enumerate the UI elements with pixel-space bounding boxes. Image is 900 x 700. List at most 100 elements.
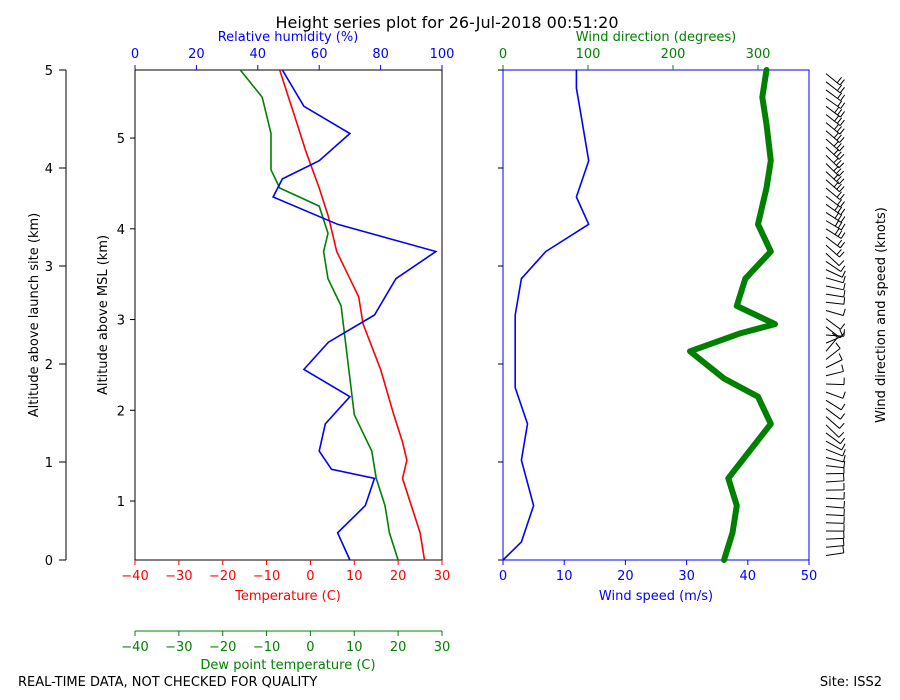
msl-tick-label: 3 <box>117 314 125 329</box>
rh-axis-label: Relative humidity (%) <box>218 30 359 45</box>
dewpoint-tick-label: −20 <box>209 640 236 655</box>
temp-tick-label: 0 <box>306 569 314 584</box>
wind-barb <box>825 440 846 451</box>
wind-direction-axis-label: Wind direction (degrees) <box>576 30 736 45</box>
wind-barb <box>825 416 845 429</box>
dewpoint-tick-label: 20 <box>390 640 407 655</box>
wind-barb <box>825 326 845 339</box>
dewpoint-axis-label: Dew point temperature (C) <box>200 658 375 673</box>
launch-tick-label: 2 <box>45 358 53 373</box>
wind-barb <box>825 275 846 284</box>
wind-speed-line <box>502 69 590 561</box>
wind-barb <box>825 154 845 169</box>
temp-tick-label: 30 <box>434 569 451 584</box>
wind-barb <box>825 187 845 200</box>
dewpoint-line <box>239 69 399 561</box>
wind-barb <box>825 482 845 491</box>
wind-barb <box>825 228 846 239</box>
wind-barb <box>825 492 845 500</box>
speed-tick-label: 10 <box>556 569 573 584</box>
rh-tick-label: 40 <box>250 47 267 62</box>
wind-barb <box>825 97 846 109</box>
wind-direction-line <box>687 67 778 563</box>
msl-tick-label: 1 <box>117 495 125 510</box>
dewpoint-tick-label: 0 <box>306 640 314 655</box>
wind-barb <box>825 516 845 524</box>
launch-tick-label: 5 <box>45 64 53 79</box>
dir-tick-label: 300 <box>746 47 771 62</box>
launch-tick-label: 4 <box>45 162 53 177</box>
wind-barb <box>825 261 846 272</box>
wind-barb <box>825 130 845 143</box>
rh-line <box>271 69 438 561</box>
wind-panel: 0 10 20 30 40 50 0 100 200 300 Wind direction (de… <box>498 30 889 604</box>
dir-tick-label: 200 <box>661 47 686 62</box>
wind-speed-axis-label: Wind speed (m/s) <box>599 589 713 604</box>
rh-tick-label: 60 <box>311 47 328 62</box>
wind-barb <box>825 236 845 249</box>
wind-barb <box>825 531 845 540</box>
barb-axis-label: Wind direction and speed (knots) <box>874 207 889 423</box>
dewpoint-tick-label: −40 <box>121 640 148 655</box>
wind-barb <box>825 290 846 298</box>
thermo-plot-frame <box>134 69 443 561</box>
dewpoint-tick-label: 10 <box>346 640 363 655</box>
wind-barb <box>825 391 846 399</box>
wind-barb <box>825 524 845 532</box>
wind-barb <box>825 364 844 377</box>
dir-tick-label: 0 <box>499 47 507 62</box>
wind-barb <box>825 424 845 438</box>
msl-tick-label: 2 <box>117 404 125 419</box>
temp-tick-label: −10 <box>253 569 280 584</box>
wind-barb <box>825 212 846 223</box>
speed-tick-label: 30 <box>678 569 695 584</box>
wind-barb <box>825 473 845 483</box>
wind-barb <box>825 252 845 266</box>
rh-tick-label: 0 <box>131 47 139 62</box>
launch-tick-label: 1 <box>45 456 53 471</box>
msl-altitude-label: Altitude above MSL (km) <box>96 235 111 395</box>
dir-tick-label: 100 <box>576 47 601 62</box>
wind-barb <box>825 448 846 457</box>
wind-barb <box>825 377 845 386</box>
wind-barb <box>825 122 845 135</box>
wind-barb <box>825 353 843 369</box>
speed-tick-label: 40 <box>740 569 757 584</box>
wind-barb <box>825 399 846 411</box>
wind-barb <box>825 297 846 305</box>
wind-barb <box>825 269 846 278</box>
wind-barb <box>825 508 845 517</box>
wind-barb <box>825 203 846 216</box>
wind-barb <box>825 408 846 420</box>
wind-barb <box>825 318 846 330</box>
speed-tick-label: 20 <box>617 569 634 584</box>
wind-barb <box>825 138 845 152</box>
dewpoint-tick-label: 30 <box>434 640 451 655</box>
speed-tick-label: 0 <box>499 569 507 584</box>
wind-barb <box>825 342 841 360</box>
speed-tick-label: 50 <box>801 569 818 584</box>
temp-tick-label: 20 <box>390 569 407 584</box>
wind-barb <box>825 244 845 258</box>
wind-barb <box>825 460 846 469</box>
wind-plot-frame <box>502 69 810 561</box>
rh-tick-label: 20 <box>188 47 205 62</box>
rh-tick-label: 100 <box>430 47 455 62</box>
dewpoint-tick-label: −10 <box>253 640 280 655</box>
chart-title: Height series plot for 26-Jul-2018 00:51… <box>275 13 618 32</box>
wind-barb <box>825 282 846 291</box>
wind-barb <box>825 81 845 94</box>
wind-barb <box>825 73 845 86</box>
msl-tick-label: 4 <box>117 223 125 238</box>
temperature-line <box>278 69 426 561</box>
wind-barb <box>825 195 845 208</box>
wind-barb <box>825 538 845 548</box>
wind-barb <box>825 219 846 231</box>
temp-axis-label: Temperature (C) <box>234 589 341 604</box>
msl-tick-label: 5 <box>117 132 125 147</box>
dewpoint-tick-label: −30 <box>165 640 192 655</box>
wind-barb <box>825 146 845 160</box>
launch-tick-label: 3 <box>45 260 53 275</box>
